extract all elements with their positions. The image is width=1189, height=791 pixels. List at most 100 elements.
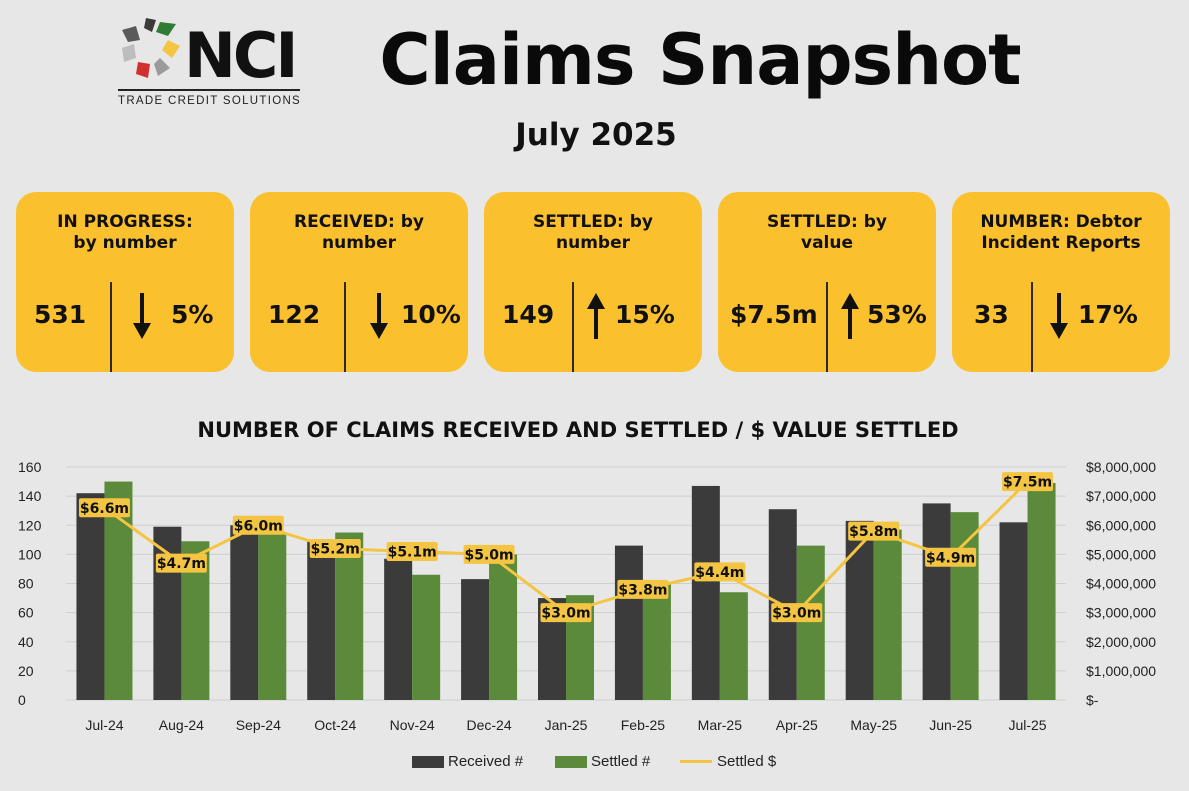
kpi-change: 5% [171,300,214,329]
legend-item-settled-value: Settled $ [680,752,790,772]
data-label-box [694,562,746,582]
y2-tick-label: $1,000,000 [1086,663,1156,679]
bar-received [307,539,336,700]
data-label: $5.0m [465,547,514,563]
legend-swatch-settled-value [680,760,712,763]
y-tick-label: 60 [18,605,34,621]
bar-received [614,545,643,700]
legend-label: Settled # [591,753,651,770]
kpi-value: 33 [974,300,1009,329]
kpi-label: SETTLED: by value [767,212,887,253]
x-tick-label: Nov-24 [390,717,435,733]
bar-settled [258,532,287,700]
y2-tick-label: $5,000,000 [1086,546,1156,562]
data-label: $3.0m [541,606,590,622]
data-label-box [155,553,207,573]
y2-tick-label: $4,000,000 [1086,576,1156,592]
data-label-box [386,541,438,561]
data-label-box [848,521,900,541]
data-label: $4.9m [926,550,975,566]
bar-received [999,522,1028,700]
kpi-value: 531 [34,300,87,329]
y-tick-label: 80 [18,576,34,592]
x-tick-label: Jan-25 [545,717,588,733]
x-tick-label: Jun-25 [929,717,972,733]
x-tick-label: Apr-25 [776,717,818,733]
arrow-down-icon [1050,293,1068,339]
bar-received [384,558,413,700]
bar-settled [719,592,748,700]
data-label-box [540,603,592,623]
arrow-up-icon [587,293,605,339]
y-tick-label: 40 [18,634,34,650]
x-tick-label: Mar-25 [698,717,743,733]
data-label: $5.1m [388,544,437,560]
legend-label: Settled $ [717,753,777,770]
data-label: $7.5m [1003,475,1052,491]
data-label-box [309,539,361,559]
legend-swatch-received [412,756,444,768]
kpi-change: 10% [401,300,461,329]
claims-chart: 0 20 40 60 80 100 120 140 160 $- $1,000,000 $2,000,… [18,459,1156,733]
x-tick-label: Sep-24 [236,717,281,733]
bar-received [922,503,951,700]
data-label-box [463,544,515,564]
y2-tick-label: $2,000,000 [1086,634,1156,650]
legend-item-received: Received # [412,752,542,772]
data-label: $6.0m [234,518,283,534]
bar-received [230,525,259,700]
bar-received [845,520,874,700]
bar-settled [489,554,518,700]
data-label: $4.4m [695,565,744,581]
kpi-label: SETTLED: by number [533,212,653,253]
logo-divider [118,89,300,91]
kpi-label: IN PROGRESS: by number [57,212,193,253]
x-tick-label: Aug-24 [159,717,204,733]
kpi-label: NUMBER: Debtor Incident Reports [980,212,1142,253]
kpi-card-settled-number: SETTLED: by number 149 15% [484,192,702,372]
x-tick-label: Dec-24 [467,717,512,733]
kpi-change: 17% [1078,300,1138,329]
y2-tick-label: $3,000,000 [1086,605,1156,621]
arrow-down-icon [370,293,388,339]
kpi-value: 122 [268,300,321,329]
star-logo-icon [122,18,180,78]
bar-received [461,579,490,700]
page-subtitle: July 2025 [515,117,677,153]
y-tick-label: 120 [18,517,42,533]
x-tick-label: Jul-25 [1008,717,1046,733]
legend-label: Received # [448,753,524,770]
x-tick-label: May-25 [850,717,897,733]
y-tick-label: 20 [18,663,34,679]
kpi-divider [826,282,828,372]
y-tick-label: 160 [18,459,42,475]
data-label: $5.8m [849,524,898,540]
data-label-box [617,579,669,599]
page-title: Claims Snapshot [379,19,1021,101]
x-tick-label: Feb-25 [621,717,666,733]
data-label: $3.0m [772,606,821,622]
kpi-change: 15% [615,300,675,329]
y2-tick-label: $- [1086,692,1099,708]
legend-swatch-settled [555,756,587,768]
arrow-down-icon [133,293,151,339]
kpi-divider [110,282,112,372]
bar-received [76,493,105,700]
kpi-change: 53% [867,300,927,329]
bar-settled [642,583,671,700]
arrow-up-icon [841,293,859,339]
chart-title: NUMBER OF CLAIMS RECEIVED AND SETTLED / … [197,418,959,442]
kpi-divider [1031,282,1033,372]
data-label: $3.8m [618,582,667,598]
y-tick-label: 100 [18,546,42,562]
kpi-card-in-progress: IN PROGRESS: by number 531 5% [16,192,234,372]
data-label-box [925,547,977,567]
data-label-box [78,498,130,518]
bar-received [691,485,720,700]
bar-settled [796,545,825,700]
data-label-box [232,515,284,535]
x-tick-label: Jul-24 [85,717,123,733]
legend-item-settled: Settled # [555,752,675,772]
x-tick-label: Oct-24 [314,717,356,733]
bar-settled [335,532,364,700]
